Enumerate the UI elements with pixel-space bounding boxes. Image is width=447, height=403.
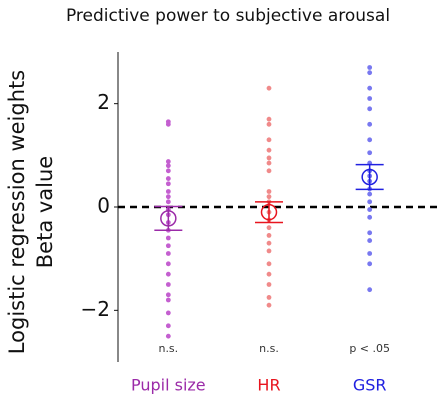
data-point xyxy=(266,282,272,287)
data-point xyxy=(266,160,272,166)
data-point xyxy=(165,181,171,187)
data-point xyxy=(266,116,272,122)
data-point xyxy=(165,323,171,329)
data-point xyxy=(266,168,272,174)
mean-marker xyxy=(160,210,177,227)
x-tick-label: GSR xyxy=(353,376,387,395)
data-point xyxy=(266,155,272,161)
data-point xyxy=(266,137,272,143)
data-point xyxy=(367,238,373,243)
data-point xyxy=(165,176,171,181)
data-point xyxy=(165,292,171,298)
data-point xyxy=(266,225,272,231)
data-point xyxy=(165,163,171,169)
y-axis-label: Beta value xyxy=(33,156,57,268)
data-point xyxy=(367,214,373,220)
data-point xyxy=(367,85,373,91)
x-tick-label: HR xyxy=(257,376,280,395)
mean-marker xyxy=(260,203,278,221)
data-point xyxy=(367,121,373,127)
data-point xyxy=(266,240,272,246)
data-point xyxy=(266,248,272,254)
data-point xyxy=(165,121,171,127)
y-tick-label: 0 xyxy=(97,194,110,218)
data-point xyxy=(367,261,373,267)
data-point xyxy=(165,271,171,277)
data-point xyxy=(367,251,373,256)
data-point xyxy=(367,287,373,293)
data-point xyxy=(165,235,171,241)
data-point xyxy=(367,199,373,205)
mean-marker xyxy=(361,168,378,186)
y-tick-label: −2 xyxy=(81,297,110,321)
data-point xyxy=(266,233,272,238)
data-point xyxy=(367,96,373,101)
data-point xyxy=(367,207,373,212)
annotation: p < .05 xyxy=(349,342,390,355)
data-point xyxy=(266,271,272,277)
data-point xyxy=(165,310,171,316)
data-point xyxy=(165,333,171,339)
data-point xyxy=(367,106,373,112)
data-point xyxy=(367,191,373,197)
annotation: n.s. xyxy=(259,342,279,355)
data-point xyxy=(165,199,171,205)
data-point xyxy=(266,121,272,127)
annotation: n.s. xyxy=(158,342,178,355)
error-bar xyxy=(355,163,384,191)
data-point xyxy=(266,194,272,200)
y-axis-label: Logistic regression weights xyxy=(5,70,29,354)
data-point xyxy=(266,189,272,194)
data-point xyxy=(165,297,171,303)
data-point xyxy=(266,302,272,308)
x-tick-label: Pupil size xyxy=(131,376,206,395)
data-point xyxy=(165,168,171,174)
data-point xyxy=(367,150,373,156)
data-point xyxy=(367,70,373,76)
data-point xyxy=(367,65,373,70)
data-point xyxy=(367,230,373,236)
y-tick-label: 2 xyxy=(97,90,110,114)
data-point xyxy=(165,243,171,249)
data-point xyxy=(165,159,171,164)
data-point xyxy=(165,261,171,267)
error-bar xyxy=(154,205,183,231)
data-point xyxy=(165,282,171,287)
data-point xyxy=(367,137,373,143)
data-point xyxy=(266,295,272,300)
chart-title: Predictive power to subjective arousal xyxy=(66,6,390,26)
data-point xyxy=(266,147,272,153)
data-point xyxy=(165,194,171,200)
data-point xyxy=(266,261,272,267)
data-point xyxy=(165,189,171,194)
data-point xyxy=(165,251,171,256)
data-point xyxy=(266,85,272,91)
